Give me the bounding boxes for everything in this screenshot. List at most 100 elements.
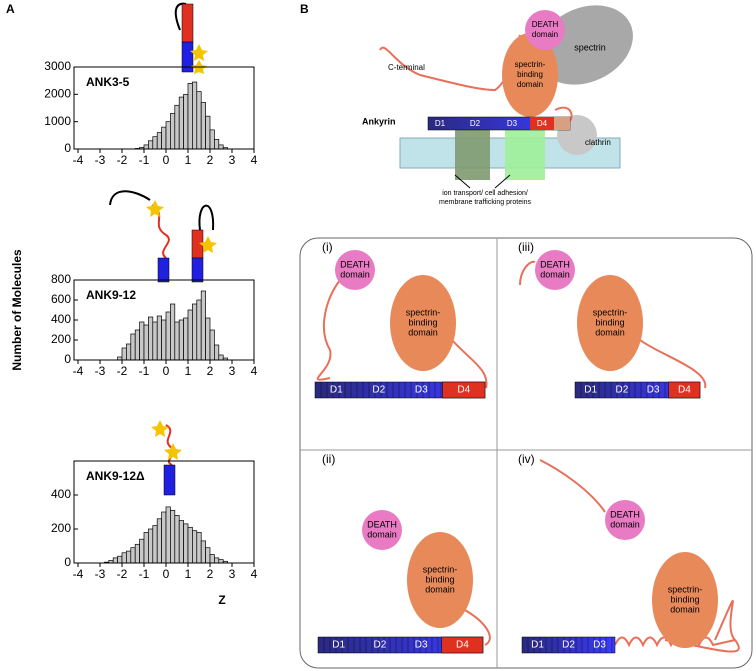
label: domain [425, 584, 455, 594]
bar [200, 290, 206, 361]
label: membrane trafficking proteins [439, 199, 532, 206]
label: D4 [537, 119, 548, 128]
x-tick-label: -4 [73, 567, 84, 581]
x-tick-label: -4 [73, 153, 84, 167]
label: binding [670, 594, 699, 604]
bar [112, 557, 118, 564]
bar [183, 93, 189, 150]
death-domain [335, 250, 375, 290]
plot-frame [73, 66, 255, 150]
x-tick-label: -3 [95, 153, 106, 167]
label: D3 [507, 119, 518, 128]
bar [214, 557, 220, 564]
label: ion transport/ cell adhesion/ [442, 190, 528, 197]
label: binding [408, 317, 437, 327]
bar [183, 317, 189, 361]
bar [170, 113, 176, 150]
chart-title: ANK3-5 [86, 75, 130, 89]
label: domain [610, 519, 640, 529]
x-tick-label: -4 [73, 364, 84, 378]
chart-title: ANK9-12 [86, 288, 136, 302]
label: clathrin [585, 138, 611, 147]
domain-label: D1 [330, 385, 343, 396]
x-tick-label: 2 [207, 153, 214, 167]
bar [218, 559, 224, 564]
x-tick-label: 3 [229, 153, 236, 167]
label: spectrin- [423, 564, 458, 574]
bar [196, 532, 202, 564]
panel-label: B [300, 2, 309, 16]
bar [209, 129, 215, 150]
bar [200, 540, 206, 564]
bar [148, 528, 154, 564]
domain-label: D1 [332, 640, 345, 651]
x-tick-label: -3 [95, 567, 106, 581]
bar [148, 316, 154, 361]
domain-label: D2 [372, 385, 385, 396]
bar [121, 552, 127, 564]
domain-label: D3 [593, 640, 606, 651]
bar [192, 530, 198, 564]
y-tick-label: 3000 [44, 59, 71, 73]
x-tick-label: -2 [117, 364, 128, 378]
x-tick-label: 3 [229, 567, 236, 581]
bar [161, 126, 167, 150]
label: domain [595, 327, 625, 337]
bar [178, 520, 184, 564]
label: D2 [470, 119, 481, 128]
domain-label: D1 [584, 385, 597, 396]
x-tick-label: 2 [207, 567, 214, 581]
bar [143, 324, 149, 361]
bar [178, 96, 184, 150]
death-domain [535, 250, 575, 290]
bar [165, 506, 171, 564]
y-tick-label: 1000 [44, 114, 71, 128]
x-tick-label: 1 [185, 153, 192, 167]
bar [209, 554, 215, 564]
y-tick-label: 200 [51, 521, 71, 535]
chart-title: ANK9-12Δ [86, 469, 145, 483]
x-tick-label: -1 [139, 153, 150, 167]
bar [187, 526, 193, 564]
bar [196, 91, 202, 150]
label: domain [517, 80, 543, 89]
x-tick-label: 4 [251, 364, 258, 378]
bar [134, 329, 140, 361]
x-tick-label: 0 [163, 567, 170, 581]
label: domain [367, 529, 397, 539]
plot-frame [73, 460, 255, 564]
bar [130, 333, 136, 361]
death-domain [605, 500, 645, 540]
label: spectrin [574, 42, 606, 52]
bar [117, 555, 123, 564]
x-tick-label: 4 [251, 567, 258, 581]
bar [214, 139, 220, 150]
label: domain [340, 269, 370, 279]
label: DEATH [532, 20, 559, 29]
label: DEATH [340, 259, 370, 269]
d4 [442, 381, 486, 399]
bar [126, 343, 132, 361]
label: domain [670, 604, 700, 614]
x-tick-label: -2 [117, 567, 128, 581]
y-tick-label: 600 [51, 292, 71, 306]
x-tick-label: 3 [229, 364, 236, 378]
x-tick-label: -1 [139, 364, 150, 378]
label: spectrin- [406, 307, 441, 317]
label: DEATH [540, 259, 570, 269]
bar [209, 329, 215, 361]
bar [161, 319, 167, 361]
repeat-bar [521, 636, 616, 654]
d4 [441, 636, 484, 654]
y-tick-label: 2000 [44, 87, 71, 101]
bar [205, 317, 211, 361]
x-axis-label: Z [218, 593, 225, 607]
label: binding [595, 317, 624, 327]
linker [519, 260, 707, 389]
label: DEATH [610, 509, 640, 519]
domain-label: D4 [456, 640, 469, 651]
label: D1 [435, 119, 446, 128]
bar [183, 523, 189, 564]
domain-label: D1 [531, 640, 544, 651]
construct-icon [109, 2, 217, 496]
